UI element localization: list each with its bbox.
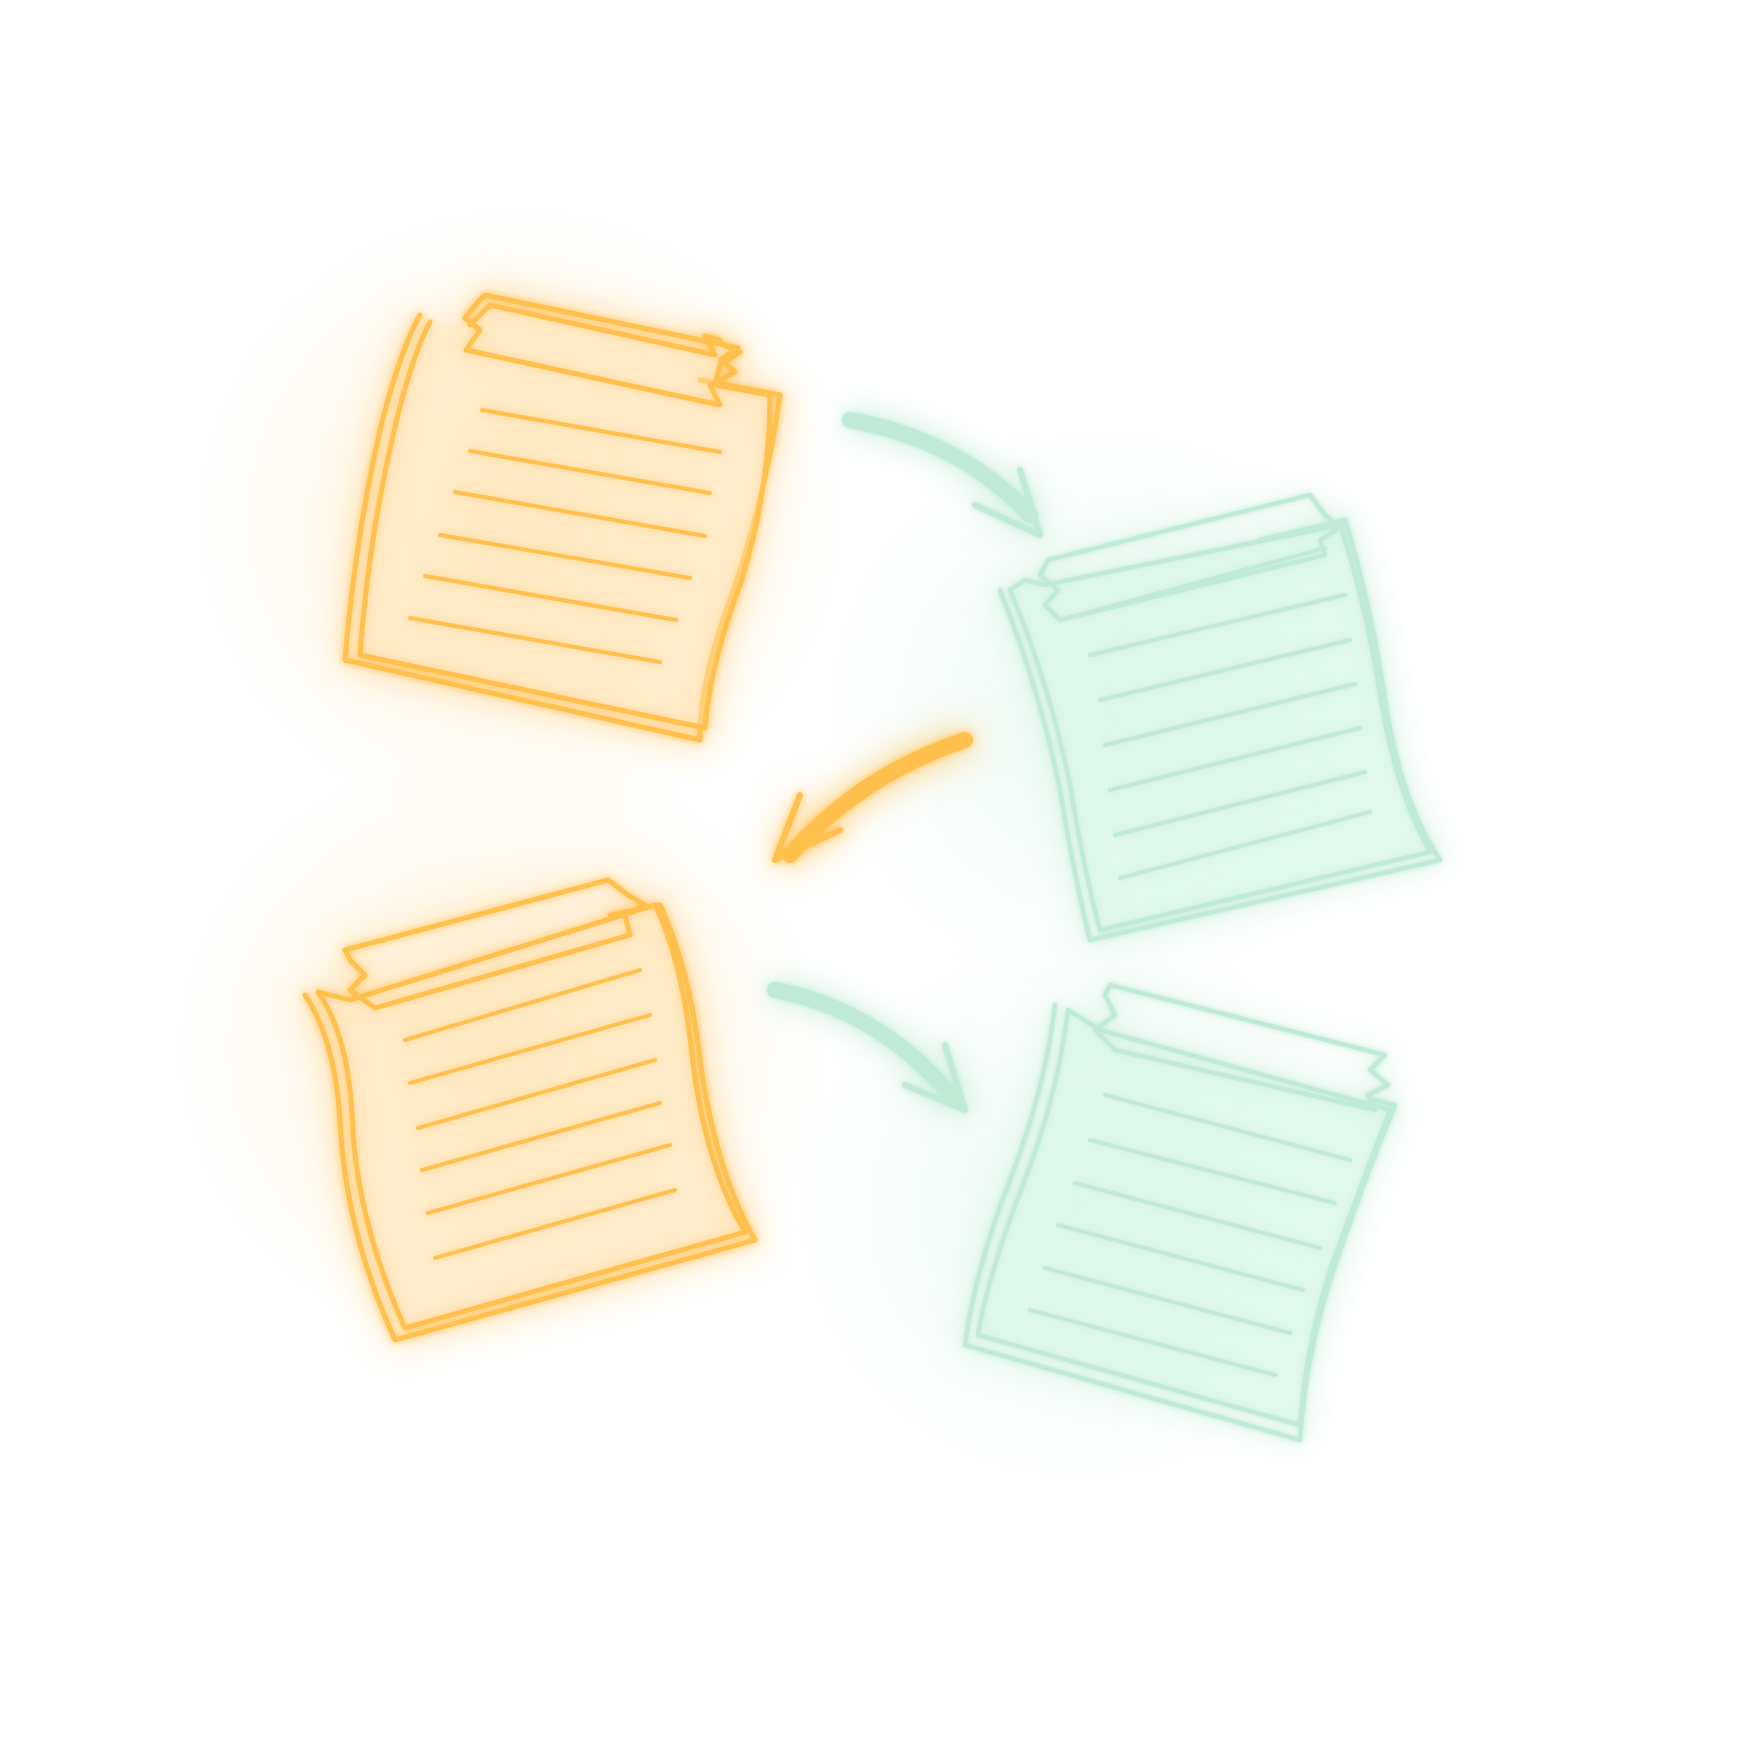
arrow-orange-middle-icon	[772, 732, 973, 863]
note-mint-bottom-right-icon	[962, 982, 1398, 1443]
note-mint-right-icon	[997, 492, 1443, 943]
arrow-mint-top-icon	[842, 412, 1043, 538]
note-orange-top-left-icon	[342, 292, 783, 743]
note-orange-bottom-left-icon	[302, 877, 758, 1343]
arrow-mint-bottom-icon	[767, 982, 968, 1113]
